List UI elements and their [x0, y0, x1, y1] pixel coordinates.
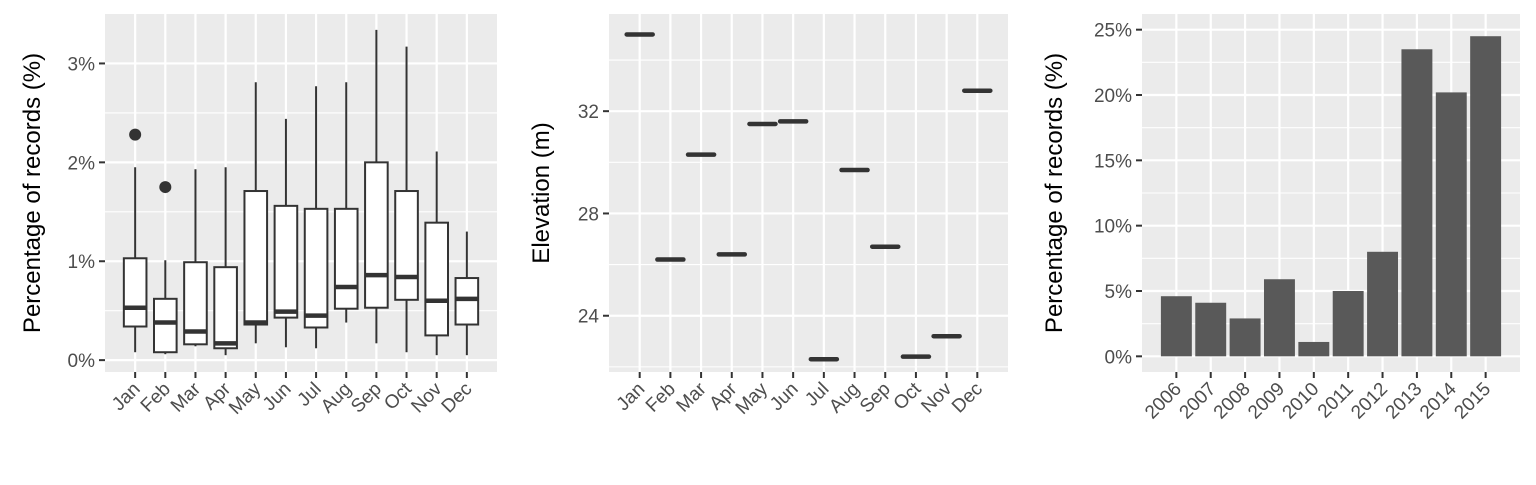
bar-2012: [1367, 251, 1399, 357]
x-tick-label: 2014: [1416, 378, 1461, 423]
plot-panel: [609, 14, 1008, 372]
y-tick-label: 1%: [68, 252, 96, 273]
x-tick-label: Oct: [890, 378, 926, 414]
y-tick-label: 25%: [1094, 21, 1132, 42]
x-tick-label: 2007: [1176, 379, 1221, 424]
box-oct: [394, 46, 419, 353]
box-iqr: [183, 261, 208, 346]
box-iqr: [243, 190, 269, 326]
x-tick-label: Jan: [613, 379, 650, 416]
bar-2015: [1470, 36, 1502, 357]
box-iqr: [364, 161, 389, 309]
x-tick-label: Aug: [825, 379, 864, 418]
y-tick-label: 3%: [68, 54, 96, 75]
x-tick-label: Dec: [438, 379, 477, 418]
box-outlier-point: [159, 181, 172, 194]
chart-panel-3: 0% 5% 10% 15% 20% 25% 200620072008200920102011…: [1041, 14, 1520, 423]
box-jul: [303, 86, 329, 349]
box-feb: [153, 181, 178, 355]
bar-2011: [1332, 290, 1364, 357]
y-tick-label: 10%: [1094, 217, 1132, 238]
x-tick-label: 2013: [1382, 379, 1427, 424]
x-tick-label: Nov: [407, 378, 446, 417]
x-tick-label: 2008: [1210, 379, 1255, 424]
y-axis-title: Percentage of records (%): [1041, 53, 1068, 333]
y-tick-label: 32: [578, 102, 599, 123]
x-tick-label: Dec: [948, 379, 987, 418]
y-tick-label: 24: [578, 307, 600, 328]
x-tick-label: 2006: [1141, 379, 1186, 424]
box-iqr: [213, 266, 238, 350]
box-iqr: [394, 190, 419, 301]
x-tick-label: Mar: [673, 378, 711, 416]
bar-2007: [1195, 302, 1227, 357]
box-iqr: [454, 277, 480, 326]
y-tick-label: 0%: [68, 351, 96, 372]
box-iqr: [153, 297, 178, 354]
box-outlier-point: [129, 128, 142, 141]
box-jan: [122, 128, 148, 353]
box-mar: [183, 169, 208, 347]
x-tick-label: Jun: [766, 379, 803, 416]
x-tick-label: Nov: [917, 378, 956, 417]
y-axis-title: Percentage of records (%): [19, 53, 46, 333]
box-sep: [364, 29, 389, 344]
x-tick-label: May: [732, 378, 773, 419]
box-iqr: [273, 204, 299, 319]
chart-panel-1: 0%1%2%3%JanFebMarAprMayJunJulAugSepOctNo…: [19, 14, 497, 419]
x-tick-label: Oct: [380, 378, 416, 414]
x-tick-label: Sep: [347, 379, 386, 418]
box-dec: [454, 231, 480, 356]
chart-panel-2: 242832JanFebMarAprMayJunJulAugSepOctNovD…: [528, 14, 1008, 419]
x-tick-label: Aug: [317, 379, 356, 418]
bar-2010: [1298, 341, 1330, 357]
x-tick-label: 2009: [1244, 379, 1289, 424]
x-tick-label: 2015: [1450, 379, 1495, 424]
bar-2008: [1229, 318, 1261, 357]
bar-2006: [1160, 296, 1192, 357]
bar-2013: [1401, 49, 1433, 357]
x-tick-label: Jun: [259, 379, 296, 416]
y-tick-label: 5%: [1105, 282, 1133, 303]
x-tick-label: Feb: [642, 379, 680, 417]
box-apr: [213, 167, 238, 356]
box-aug: [333, 82, 359, 323]
y-tick-label: 2%: [68, 153, 96, 174]
y-tick-label: 0%: [1105, 347, 1133, 368]
x-tick-label: 2012: [1347, 379, 1392, 424]
y-tick-label: 28: [578, 204, 599, 225]
x-tick-label: 2010: [1279, 379, 1324, 424]
x-tick-label: Mar: [167, 378, 205, 416]
box-iqr: [424, 221, 449, 337]
box-iqr: [122, 257, 148, 328]
box-iqr: [333, 207, 359, 310]
box-may: [243, 82, 269, 344]
x-tick-label: Sep: [856, 379, 895, 418]
x-tick-label: 2011: [1314, 379, 1358, 423]
y-axis-title: Elevation (m): [528, 122, 555, 263]
y-tick-label: 15%: [1094, 151, 1132, 172]
box-nov: [424, 151, 449, 356]
bar-2014: [1435, 92, 1467, 357]
y-tick-label: 20%: [1094, 86, 1132, 107]
box-jun: [273, 118, 299, 348]
x-tick-label: Feb: [137, 379, 175, 417]
bar-2009: [1263, 279, 1295, 357]
x-tick-label: Jan: [108, 379, 145, 416]
box-iqr: [303, 207, 329, 329]
